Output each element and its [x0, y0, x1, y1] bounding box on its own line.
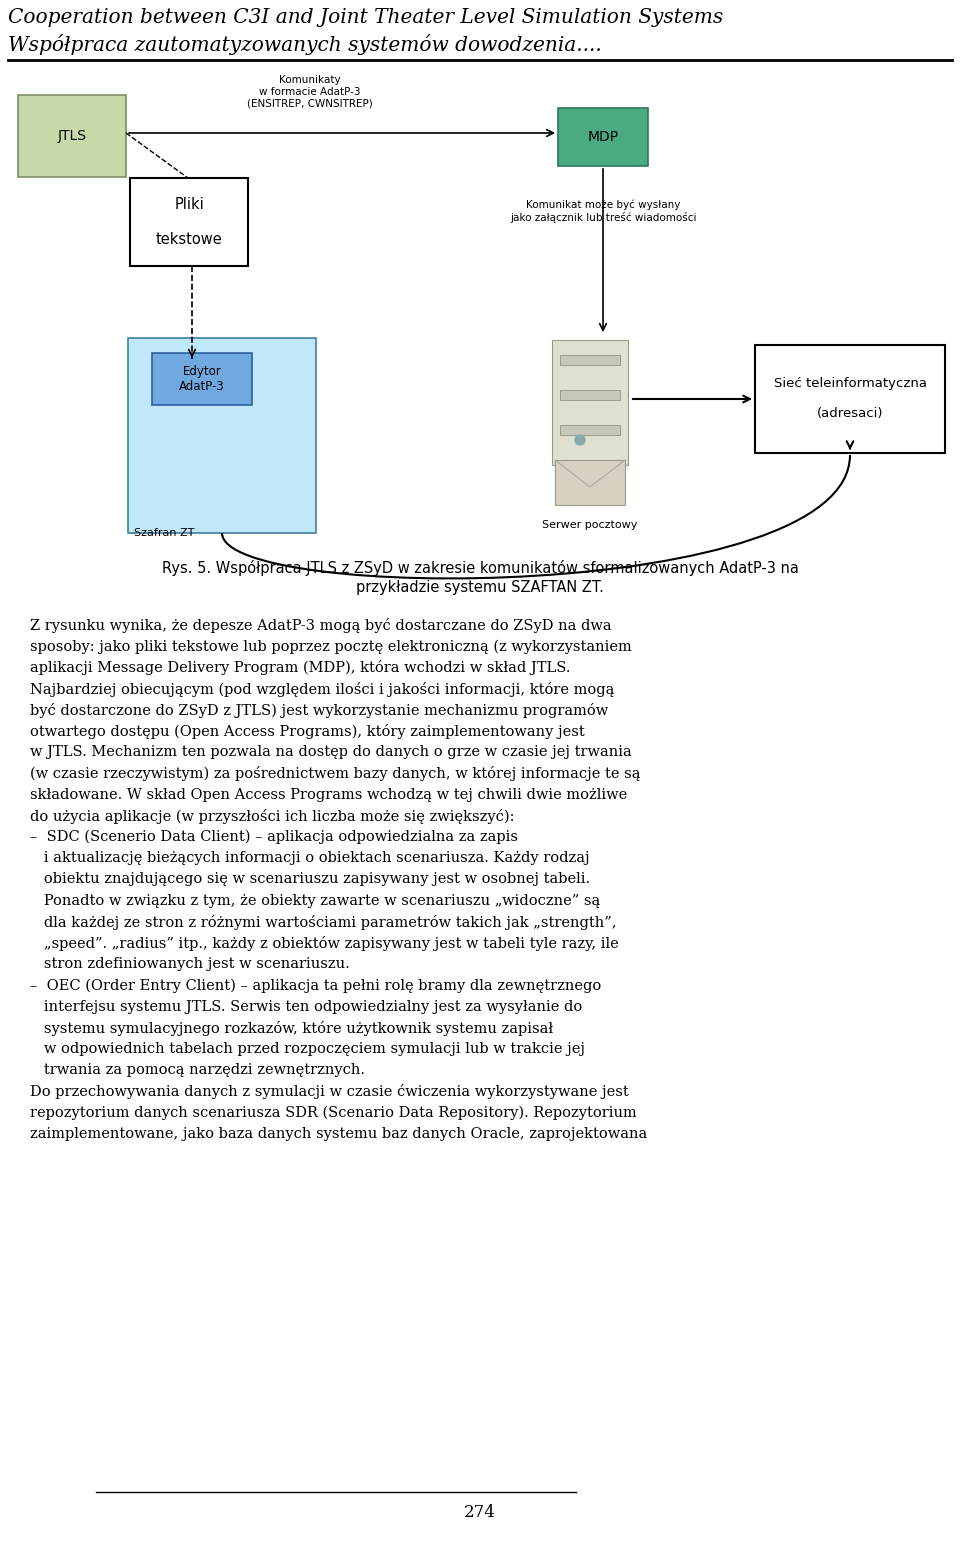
Text: zaimplementowane, jako baza danych systemu baz danych Oracle, zaprojektowana: zaimplementowane, jako baza danych syste…: [30, 1126, 647, 1140]
Text: obiektu znajdującego się w scenariuszu zapisywany jest w osobnej tabeli.: obiektu znajdującego się w scenariuszu z…: [30, 872, 590, 886]
Text: 274: 274: [464, 1504, 496, 1521]
Text: Z rysunku wynika, że depesze AdatP-3 mogą być dostarczane do ZSyD na dwa: Z rysunku wynika, że depesze AdatP-3 mog…: [30, 619, 612, 633]
Polygon shape: [555, 460, 625, 505]
Text: Rys. 5. Współpraca JTLS z ZSyD w zakresie komunikatów sformalizowanych AdatP-3 n: Rys. 5. Współpraca JTLS z ZSyD w zakresi…: [161, 560, 799, 576]
Text: –  OEC (Order Entry Client) – aplikacja ta pełni rolę bramy dla zewnętrznego: – OEC (Order Entry Client) – aplikacja t…: [30, 978, 601, 992]
Text: Współpraca zautomatyzowanych systemów dowodzenia....: Współpraca zautomatyzowanych systemów do…: [8, 34, 602, 56]
Circle shape: [575, 435, 585, 444]
Text: MDP: MDP: [588, 130, 618, 143]
Text: „speed”. „radius” itp., każdy z obiektów zapisywany jest w tabeli tyle razy, ile: „speed”. „radius” itp., każdy z obiektów…: [30, 937, 619, 950]
Text: Pliki

tekstowe: Pliki tekstowe: [156, 198, 223, 247]
Text: Cooperation between C3I and Joint Theater Level Simulation Systems: Cooperation between C3I and Joint Theate…: [8, 8, 723, 26]
Text: Komunikaty
w formacie AdatP-3
(ENSITREP, CWNSITREP): Komunikaty w formacie AdatP-3 (ENSITREP,…: [247, 76, 372, 108]
FancyBboxPatch shape: [128, 338, 316, 532]
Text: Sieć teleinformatyczna

(adresaci): Sieć teleinformatyczna (adresaci): [774, 378, 926, 421]
Text: do użycia aplikacje (w przyszłości ich liczba może się zwiększyć):: do użycia aplikacje (w przyszłości ich l…: [30, 809, 515, 824]
Text: trwania za pomocą narzędzi zewnętrznych.: trwania za pomocą narzędzi zewnętrznych.: [30, 1063, 365, 1077]
FancyBboxPatch shape: [558, 108, 648, 167]
Text: JTLS: JTLS: [58, 130, 86, 143]
Text: stron zdefiniowanych jest w scenariuszu.: stron zdefiniowanych jest w scenariuszu.: [30, 957, 349, 971]
Text: interfejsu systemu JTLS. Serwis ten odpowiedzialny jest za wysyłanie do: interfejsu systemu JTLS. Serwis ten odpo…: [30, 1000, 583, 1014]
FancyBboxPatch shape: [18, 96, 126, 177]
Text: repozytorium danych scenariusza SDR (Scenario Data Repository). Repozytorium: repozytorium danych scenariusza SDR (Sce…: [30, 1106, 636, 1120]
Text: otwartego dostępu (Open Access Programs), który zaimplementowany jest: otwartego dostępu (Open Access Programs)…: [30, 724, 585, 739]
Text: Szafran ZT: Szafran ZT: [134, 528, 194, 539]
Text: składowane. W skład Open Access Programs wchodzą w tej chwili dwie możliwe: składowane. W skład Open Access Programs…: [30, 787, 627, 802]
Text: sposoby: jako pliki tekstowe lub poprzez pocztę elektroniczną (z wykorzystaniem: sposoby: jako pliki tekstowe lub poprzez…: [30, 639, 632, 654]
Text: w odpowiednich tabelach przed rozpoczęciem symulacji lub w trakcie jej: w odpowiednich tabelach przed rozpoczęci…: [30, 1042, 585, 1055]
Text: –  SDC (Scenerio Data Client) – aplikacja odpowiedzialna za zapis: – SDC (Scenerio Data Client) – aplikacja…: [30, 830, 518, 844]
FancyBboxPatch shape: [552, 339, 628, 464]
FancyBboxPatch shape: [152, 353, 252, 404]
Text: aplikacji Message Delivery Program (MDP), która wchodzi w skład JTLS.: aplikacji Message Delivery Program (MDP)…: [30, 660, 570, 676]
Text: Najbardziej obiecującym (pod względem ilości i jakości informacji, które mogą: Najbardziej obiecującym (pod względem il…: [30, 682, 614, 696]
Text: i aktualizację bieżących informacji o obiektach scenariusza. Każdy rodzaj: i aktualizację bieżących informacji o ob…: [30, 852, 589, 866]
FancyBboxPatch shape: [130, 177, 248, 265]
Text: systemu symulacyjnego rozkazów, które użytkownik systemu zapisał: systemu symulacyjnego rozkazów, które uż…: [30, 1021, 553, 1035]
Text: Ponadto w związku z tym, że obiekty zawarte w scenariuszu „widoczne” są: Ponadto w związku z tym, że obiekty zawa…: [30, 893, 600, 907]
Text: Do przechowywania danych z symulacji w czasie ćwiczenia wykorzystywane jest: Do przechowywania danych z symulacji w c…: [30, 1085, 629, 1100]
Text: dla każdej ze stron z różnymi wartościami parametrów takich jak „strength”,: dla każdej ze stron z różnymi wartościam…: [30, 915, 616, 930]
Text: (w czasie rzeczywistym) za pośrednictwem bazy danych, w której informacje te są: (w czasie rzeczywistym) za pośrednictwem…: [30, 767, 640, 781]
Text: Edytor
AdatP-3: Edytor AdatP-3: [180, 366, 225, 393]
Text: w JTLS. Mechanizm ten pozwala na dostęp do danych o grze w czasie jej trwania: w JTLS. Mechanizm ten pozwala na dostęp …: [30, 745, 632, 759]
Text: Serwer pocztowy: Serwer pocztowy: [542, 520, 637, 529]
FancyBboxPatch shape: [560, 424, 620, 435]
FancyBboxPatch shape: [560, 390, 620, 400]
Text: być dostarczone do ZSyD z JTLS) jest wykorzystanie mechanizmu programów: być dostarczone do ZSyD z JTLS) jest wyk…: [30, 702, 609, 717]
Text: Komunikat może być wysłany
jako załącznik lub treść wiadomości: Komunikat może być wysłany jako załączni…: [510, 201, 696, 224]
Text: przykładzie systemu SZAFTAN ZT.: przykładzie systemu SZAFTAN ZT.: [356, 580, 604, 596]
FancyBboxPatch shape: [560, 355, 620, 366]
FancyBboxPatch shape: [755, 346, 945, 454]
